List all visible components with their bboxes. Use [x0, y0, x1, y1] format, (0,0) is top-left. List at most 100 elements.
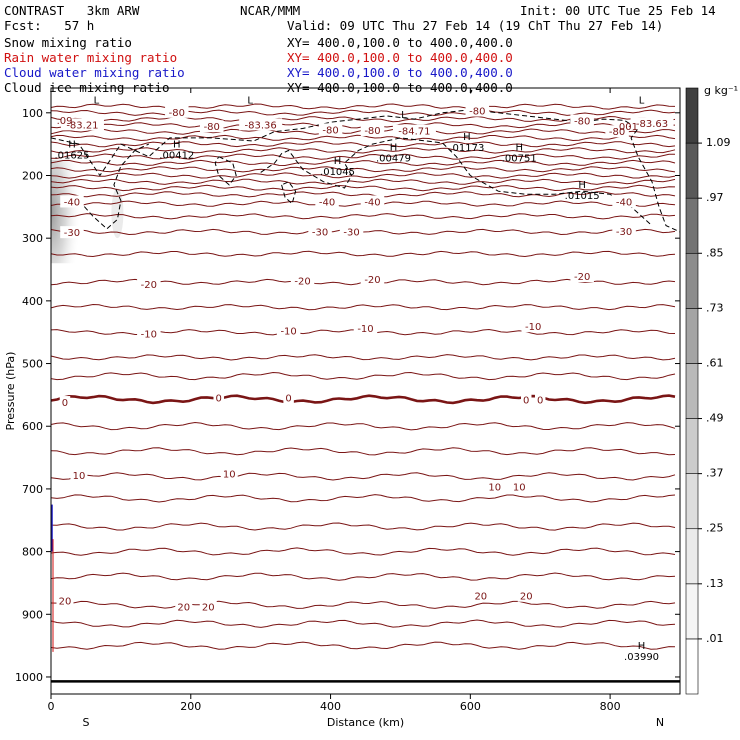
contour-label: .09 [57, 116, 73, 127]
contour-label: -30 [312, 228, 328, 239]
high-marker: H [390, 142, 398, 153]
contour-label: 10 [223, 469, 236, 480]
contour-label-bg [630, 117, 674, 130]
temperature-contour-line [50, 153, 676, 160]
contour-label: 10 [488, 483, 501, 494]
temperature-contour-line [50, 184, 676, 192]
temperature-contour-line [50, 447, 676, 456]
contour-label: -84.71 [398, 127, 430, 138]
extremum-value: .01015 [565, 191, 600, 202]
colorbar-swatch [685, 252, 699, 309]
temperature-contour-line [50, 547, 676, 556]
colorbar-label: .37 [706, 467, 724, 480]
contour-label: -83.36 [245, 120, 277, 131]
y-tick-label: 200 [22, 169, 43, 182]
cloud-ice-contour [78, 143, 150, 230]
contour-label-bg [315, 195, 339, 208]
contour-label-bg [283, 391, 294, 404]
cloud-ice-contours [50, 109, 681, 652]
extremum-value: .00479 [376, 153, 411, 164]
contour-label: -20 [294, 276, 310, 287]
contour-label-bg [510, 480, 528, 493]
colorbar-label: .73 [706, 301, 724, 314]
contour-label: -80 [322, 125, 338, 136]
contour-label-bg [56, 594, 74, 607]
low-marker: L [401, 110, 407, 121]
contour-label: .001 [616, 122, 638, 133]
temperature-contour-line [50, 141, 676, 148]
colorbar-swatch [685, 638, 699, 695]
x-tick-label: 400 [320, 700, 341, 713]
colorbar-swatch [685, 87, 699, 144]
colorbar-swatch [685, 473, 699, 530]
contour-label: -40 [64, 197, 80, 208]
contour-label: 10 [73, 471, 86, 482]
contour-label: -83.63 [636, 119, 668, 130]
contour-label: 20 [520, 592, 533, 603]
y-tick-label: 500 [22, 358, 43, 371]
contour-label-bg [70, 468, 88, 481]
colorbar-unit: g kg⁻¹ [704, 84, 738, 97]
contour-label: -30 [64, 228, 80, 239]
contour-label: 0 [62, 398, 68, 409]
contour-label: -10 [141, 330, 157, 341]
contour-label-bg [276, 324, 301, 337]
field-xy-cloud-water: XY= 400.0,100.0 to 400.0,400.0 [287, 65, 513, 80]
high-marker: H [463, 132, 471, 143]
y-tick-label: 1000 [15, 671, 43, 684]
y-tick-label: 100 [22, 107, 43, 120]
contour-label: -40 [364, 197, 380, 208]
field-xy-snow: XY= 400.0,100.0 to 400.0,400.0 [287, 35, 513, 50]
contour-label: -30 [616, 227, 632, 238]
temperature-contour-line [50, 178, 676, 185]
contour-label-bg [59, 396, 71, 409]
y-tick-label: 700 [22, 483, 43, 496]
contour-label-bg [486, 480, 504, 493]
contour-label-bg [353, 322, 378, 335]
temperature-contour-line [50, 600, 676, 609]
colorbar-swatch [685, 308, 699, 364]
colorbar-swatch [685, 418, 699, 474]
y-tick-label: 300 [22, 232, 43, 245]
contour-label-bg [517, 589, 535, 602]
x-tick-label: 200 [180, 700, 201, 713]
high-marker: H [638, 641, 646, 652]
temperature-contour-line [50, 172, 676, 179]
temperature-contour-line [50, 213, 676, 220]
temperature-contour-line [50, 371, 676, 381]
contour-label-bg [199, 600, 217, 613]
temperature-contour-line [50, 250, 676, 258]
contour-label-bg [60, 118, 104, 131]
contour-label-bg [199, 120, 224, 133]
y-axis-title: Pressure (hPa) [4, 352, 17, 431]
contour-label: -80 [204, 122, 220, 133]
contour-label: 0 [537, 396, 543, 407]
plot-frame [50, 87, 681, 695]
high-marker: H [578, 180, 586, 191]
temperature-contour-line [50, 134, 676, 142]
contour-label-bg [360, 123, 385, 136]
low-marker: L [639, 95, 645, 106]
contour-label: 20 [59, 597, 72, 608]
contour-label: -10 [525, 322, 541, 333]
contour-label-bg [605, 125, 629, 138]
temperature-contour-line [50, 619, 676, 628]
contour-label-bg [220, 467, 238, 480]
contour-label-bg [290, 274, 315, 287]
extremum-value: .01625 [54, 150, 89, 161]
colorbar-label: 1.09 [706, 136, 731, 149]
temperature-contour-line [50, 572, 676, 581]
contour-label: -83.21 [66, 120, 98, 131]
high-marker: H [515, 142, 523, 153]
contour-label-bg [465, 104, 490, 117]
high-marker: H [334, 156, 342, 167]
colorbar-label: .97 [706, 191, 724, 204]
contour-label: -40 [319, 197, 335, 208]
temperature-contour-line [50, 472, 676, 481]
colorbar-label: .13 [706, 577, 724, 590]
contour-label: -80 [469, 107, 485, 118]
high-marker: H [173, 139, 181, 150]
y-tick-label: 600 [22, 420, 43, 433]
